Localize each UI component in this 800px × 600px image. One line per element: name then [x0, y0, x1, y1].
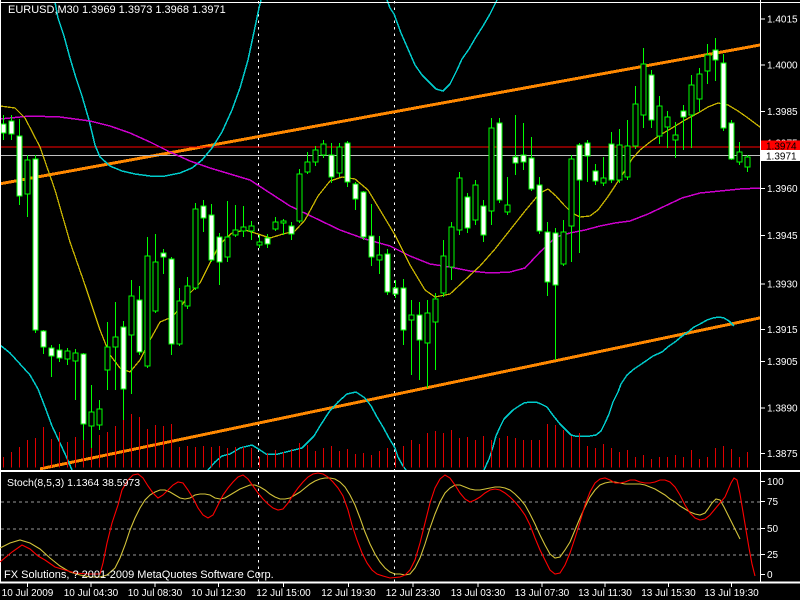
svg-text:1.4000: 1.4000 [767, 61, 798, 72]
svg-text:12 Jul 19:30: 12 Jul 19:30 [321, 588, 376, 599]
svg-text:1.3985: 1.3985 [767, 107, 798, 118]
svg-text:EURUSD,M30 1.3969 1.3973 1.39: EURUSD,M30 1.3969 1.3973 1.3968 1.3971 [8, 4, 226, 16]
svg-text:1.3930: 1.3930 [767, 280, 798, 291]
svg-text:13 Jul 03:30: 13 Jul 03:30 [451, 588, 506, 599]
svg-text:25: 25 [767, 550, 779, 561]
svg-text:13 Jul 19:30: 13 Jul 19:30 [704, 588, 759, 599]
svg-text:1.3890: 1.3890 [767, 403, 798, 414]
svg-text:10 Jul 2009: 10 Jul 2009 [2, 588, 54, 599]
svg-text:13 Jul 11:30: 13 Jul 11:30 [578, 588, 632, 599]
svg-text:50: 50 [767, 524, 779, 535]
svg-text:1.3971: 1.3971 [766, 152, 797, 163]
svg-text:Stoch(8,5,3) 1.1364 38.5973: Stoch(8,5,3) 1.1364 38.5973 [7, 477, 140, 489]
svg-text:1.3905: 1.3905 [767, 357, 798, 368]
svg-text:100: 100 [767, 477, 784, 488]
svg-text:1.3915: 1.3915 [767, 325, 798, 336]
svg-text:FX Solutions, ? 2001-2009 Meta: FX Solutions, ? 2001-2009 MetaQuotes Sof… [4, 569, 274, 581]
svg-text:75: 75 [767, 497, 779, 508]
svg-text:13 Jul 07:30: 13 Jul 07:30 [515, 588, 570, 599]
svg-text:10 Jul 04:30: 10 Jul 04:30 [64, 588, 119, 599]
svg-text:1.3875: 1.3875 [767, 449, 798, 460]
svg-text:0: 0 [767, 570, 773, 581]
svg-text:10 Jul 08:30: 10 Jul 08:30 [128, 588, 183, 599]
svg-text:12 Jul 23:30: 12 Jul 23:30 [386, 588, 441, 599]
svg-text:13 Jul 15:30: 13 Jul 15:30 [641, 588, 696, 599]
svg-text:10 Jul 12:30: 10 Jul 12:30 [191, 588, 246, 599]
svg-text:1.3945: 1.3945 [767, 231, 798, 242]
svg-text:1.3974: 1.3974 [766, 142, 797, 153]
svg-text:1.3960: 1.3960 [767, 184, 798, 195]
svg-text:1.4015: 1.4015 [767, 15, 798, 26]
svg-text:12 Jul 15:00: 12 Jul 15:00 [256, 588, 311, 599]
